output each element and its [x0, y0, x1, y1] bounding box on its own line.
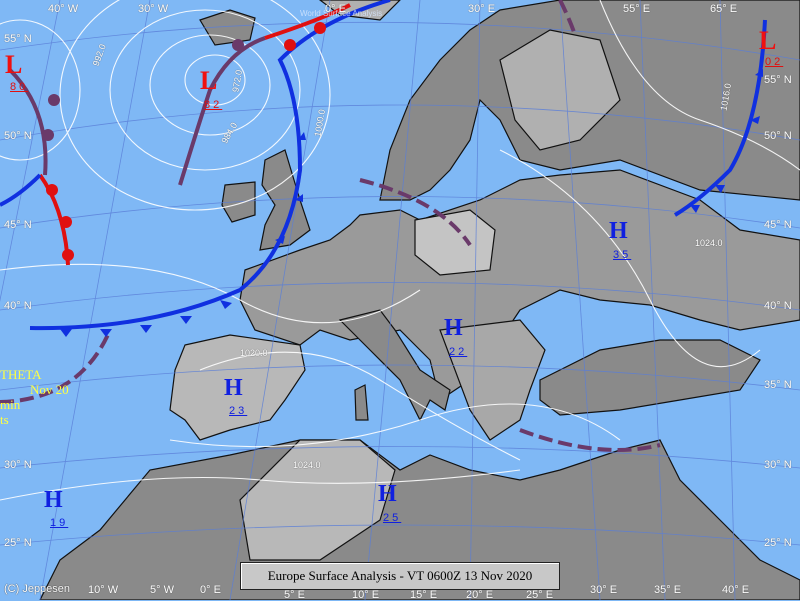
low-pressure-symbol: L	[200, 66, 218, 95]
lat-label: 40° N	[4, 300, 32, 312]
trough-central	[359, 178, 472, 247]
trough-iberia	[0, 329, 112, 404]
lon-label: 5° W	[150, 584, 174, 596]
watermark: World Surface Analysis	[300, 9, 383, 18]
lon-label: 55° E	[623, 3, 651, 15]
occluded-symbols	[42, 39, 244, 141]
iberia	[169, 334, 306, 441]
poland	[414, 209, 496, 276]
lon-label: 5° E	[284, 589, 305, 601]
lat-label: 50° N	[764, 130, 792, 142]
high-pressure-value: 25	[383, 512, 402, 524]
isobar-label: 1020.0	[240, 348, 268, 358]
turkey	[539, 339, 761, 416]
trough-north	[558, 0, 577, 36]
lon-label: 30° E	[468, 3, 496, 15]
lat-label: 55° N	[4, 33, 32, 45]
legend-text: ts	[0, 412, 9, 427]
low-pressure-symbol: L	[5, 50, 23, 79]
lat-label: 50° N	[4, 130, 32, 142]
lon-label: 20° E	[466, 589, 494, 601]
warm-front-iceland	[264, 3, 351, 40]
high-pressure-symbol: H	[378, 481, 397, 507]
high-pressure-value: 35	[613, 249, 632, 261]
warm-front-symbols	[46, 22, 326, 261]
lat-label: 45° N	[764, 219, 792, 231]
lon-label: 10° E	[352, 589, 380, 601]
lon-label: 35° E	[654, 584, 682, 596]
lat-label: 25° N	[764, 537, 792, 549]
high-pressure-symbol: H	[444, 315, 463, 341]
cold-front-west	[0, 173, 42, 207]
map-caption: Europe Surface Analysis - VT 0600Z 13 No…	[240, 562, 560, 590]
sardinia	[354, 384, 369, 421]
lon-label: 30° W	[138, 3, 169, 15]
high-pressure-symbol: H	[44, 487, 63, 513]
lat-label: 45° N	[4, 219, 32, 231]
occluded-front-west	[8, 68, 48, 176]
high-pressure-value: 22	[449, 346, 468, 358]
legend-text: Nov 20	[30, 382, 69, 397]
low-pressure-value: 80	[10, 81, 29, 93]
lon-label: 0° E	[200, 584, 221, 596]
front-symbols	[60, 69, 763, 337]
lat-label: 40° N	[764, 300, 792, 312]
lat-label: 30° N	[764, 459, 792, 471]
land	[39, 0, 800, 600]
africa-light	[239, 439, 396, 561]
high-pressure-value: 19	[50, 517, 69, 529]
africa	[39, 439, 800, 600]
isobar-label: 1024.0	[695, 238, 723, 248]
lat-label: 30° N	[4, 459, 32, 471]
lat-label: 25° N	[4, 537, 32, 549]
copyright: (C) Jeppesen	[4, 583, 71, 595]
finland-light	[499, 29, 621, 151]
high-pressure-symbol: H	[224, 375, 243, 401]
lon-label: 30° E	[590, 584, 618, 596]
low-pressure-symbol: L	[759, 26, 777, 55]
lon-label: 10° W	[88, 584, 119, 596]
lon-label: 25° E	[526, 589, 554, 601]
lat-label: 55° N	[764, 74, 792, 86]
isobar-label: 1024.0	[293, 460, 321, 470]
low-pressure-value: 82	[204, 99, 223, 111]
lon-label: 15° E	[410, 589, 438, 601]
legend-text: THETA	[0, 367, 42, 382]
lon-label: 65° E	[710, 3, 738, 15]
occluded-front-iceland	[178, 36, 266, 186]
trough-mediterranean	[519, 428, 661, 452]
low-pressure-value: 02	[765, 56, 784, 68]
lon-label: 0° E	[325, 3, 346, 15]
high-pressure-value: 23	[229, 405, 248, 417]
balkans	[439, 319, 546, 441]
high-pressure-symbol: H	[609, 218, 628, 244]
lat-label: 35° N	[764, 379, 792, 391]
isobars	[0, 0, 800, 501]
lon-label: 40° W	[48, 3, 79, 15]
legend-text: min	[0, 397, 21, 412]
cold-front-main	[29, 0, 391, 331]
cold-front-east	[673, 19, 767, 217]
lon-label: 40° E	[722, 584, 750, 596]
